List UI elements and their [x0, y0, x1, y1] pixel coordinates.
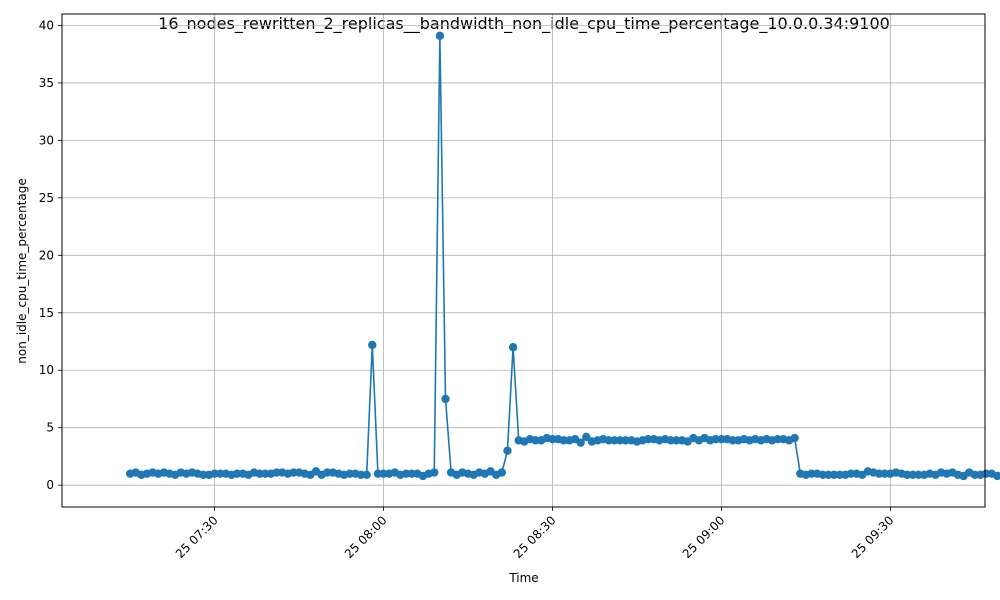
data-point — [993, 471, 1000, 481]
data-point — [497, 468, 507, 477]
data-point — [582, 432, 591, 442]
data-point — [368, 340, 377, 350]
y-tick-label: 20 — [39, 248, 54, 262]
chart-title: 16_nodes_rewritten_2_replicas__bandwidth… — [158, 14, 890, 34]
y-tick-label: 30 — [39, 133, 54, 147]
data-point — [576, 438, 585, 447]
data-point — [503, 446, 512, 455]
y-tick-label: 5 — [46, 421, 54, 435]
data-point — [362, 470, 371, 480]
y-tick-label: 15 — [39, 306, 54, 320]
data-point — [430, 468, 439, 477]
data-point — [790, 433, 799, 443]
y-tick-label: 25 — [39, 191, 54, 205]
plot-frame — [61, 13, 986, 508]
data-point — [435, 31, 445, 41]
y-axis-label: non_idle_cpu_time_percentage — [15, 178, 29, 363]
y-tick-label: 0 — [46, 478, 54, 492]
y-tick-label: 40 — [39, 18, 54, 32]
data-point — [508, 343, 518, 352]
data-point — [441, 394, 450, 404]
grid — [62, 14, 985, 507]
y-axis: 0 5 10 15 20 25 30 35 40 — [39, 18, 62, 492]
y-tick-label: 35 — [39, 76, 54, 90]
x-axis-label: Time — [508, 571, 538, 585]
series-layer — [125, 31, 1000, 481]
y-tick-label: 10 — [39, 363, 54, 377]
